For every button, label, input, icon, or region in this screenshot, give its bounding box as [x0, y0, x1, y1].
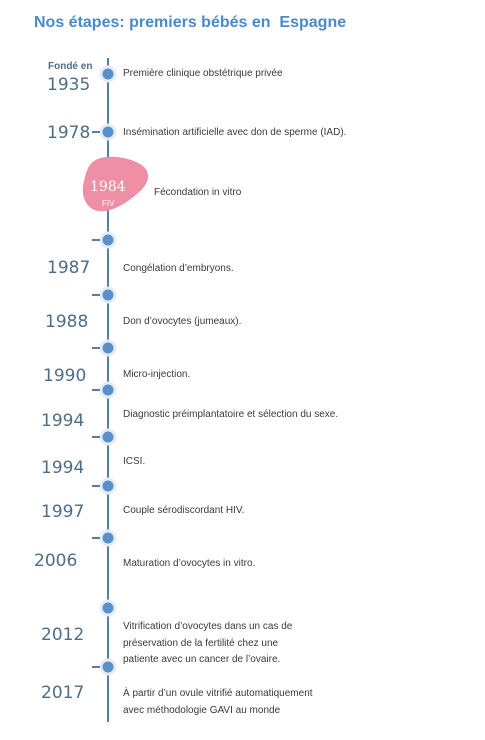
event-line: À partir d’un ovule vitrifié automatique…	[123, 688, 313, 699]
event-text: Diagnostic préimplantatoire et sélection…	[123, 409, 339, 420]
year-label: 1987	[47, 258, 91, 278]
year-label: 1994	[41, 411, 85, 431]
year-label: 1994	[41, 458, 85, 478]
timeline-dot	[102, 289, 114, 301]
year-label: 1988	[45, 312, 89, 332]
event-text: Vitrification d’ovocytes dans un cas de …	[123, 619, 292, 669]
timeline-dot	[102, 661, 114, 673]
year-label: 1997	[41, 502, 85, 522]
year-label: 1978	[47, 123, 91, 143]
year-label: 2012	[41, 625, 85, 645]
timeline-tick	[92, 666, 100, 668]
timeline-dot	[102, 126, 114, 138]
timeline-tick	[92, 294, 100, 296]
event-text: Don d’ovocytes (jumeaux).	[123, 316, 242, 327]
timeline-tick	[92, 239, 100, 241]
timeline-dot	[102, 384, 114, 396]
page-title: Nos étapes: premiers bébés en Espagne	[34, 14, 347, 31]
timeline-dot	[102, 342, 114, 354]
timeline-dot	[102, 532, 114, 544]
event-text: Fécondation in vitro	[154, 187, 242, 198]
timeline-dot	[102, 431, 114, 443]
highlight-year: 1984	[90, 179, 126, 195]
event-line: Vitrification d’ovocytes dans un cas de	[123, 621, 293, 632]
year-label: 2006	[34, 551, 78, 571]
event-text: ICSI.	[123, 456, 146, 467]
timeline-dot	[102, 234, 114, 246]
timeline-tick	[92, 347, 100, 349]
event-text: Congélation d’embryons.	[123, 263, 234, 274]
event-text: Micro-injection.	[123, 369, 191, 380]
highlight-blob	[82, 156, 149, 212]
event-line: préservation de la fertilité chez une	[123, 637, 279, 649]
event-text: À partir d’un ovule vitrifié automatique…	[123, 686, 313, 719]
year-label: 1935	[47, 75, 91, 95]
event-text: Couple sérodiscordant HIV.	[123, 505, 245, 516]
highlight-sub: FIV	[102, 199, 115, 208]
event-text: Première clinique obstétrique privée	[123, 68, 283, 79]
timeline-dot	[102, 480, 114, 492]
event-line: patiente avec un cancer de l’ovaire.	[123, 654, 281, 665]
timeline-tick	[92, 537, 100, 539]
founded-label: Fondé en	[48, 61, 93, 72]
event-line: avec méthodologie GAVI au monde	[123, 704, 281, 716]
timeline-tick	[92, 485, 100, 487]
year-label: 1990	[43, 366, 87, 386]
timeline-tick	[92, 131, 100, 133]
timeline-dot	[102, 602, 114, 614]
event-text: Insémination artificielle avec don de sp…	[123, 127, 347, 138]
year-label: 2017	[41, 683, 85, 703]
event-text: Maturation d’ovocytes in vitro.	[123, 558, 256, 569]
timeline-tick	[92, 389, 100, 391]
timeline-tick	[92, 436, 100, 438]
timeline-dot	[102, 68, 114, 80]
